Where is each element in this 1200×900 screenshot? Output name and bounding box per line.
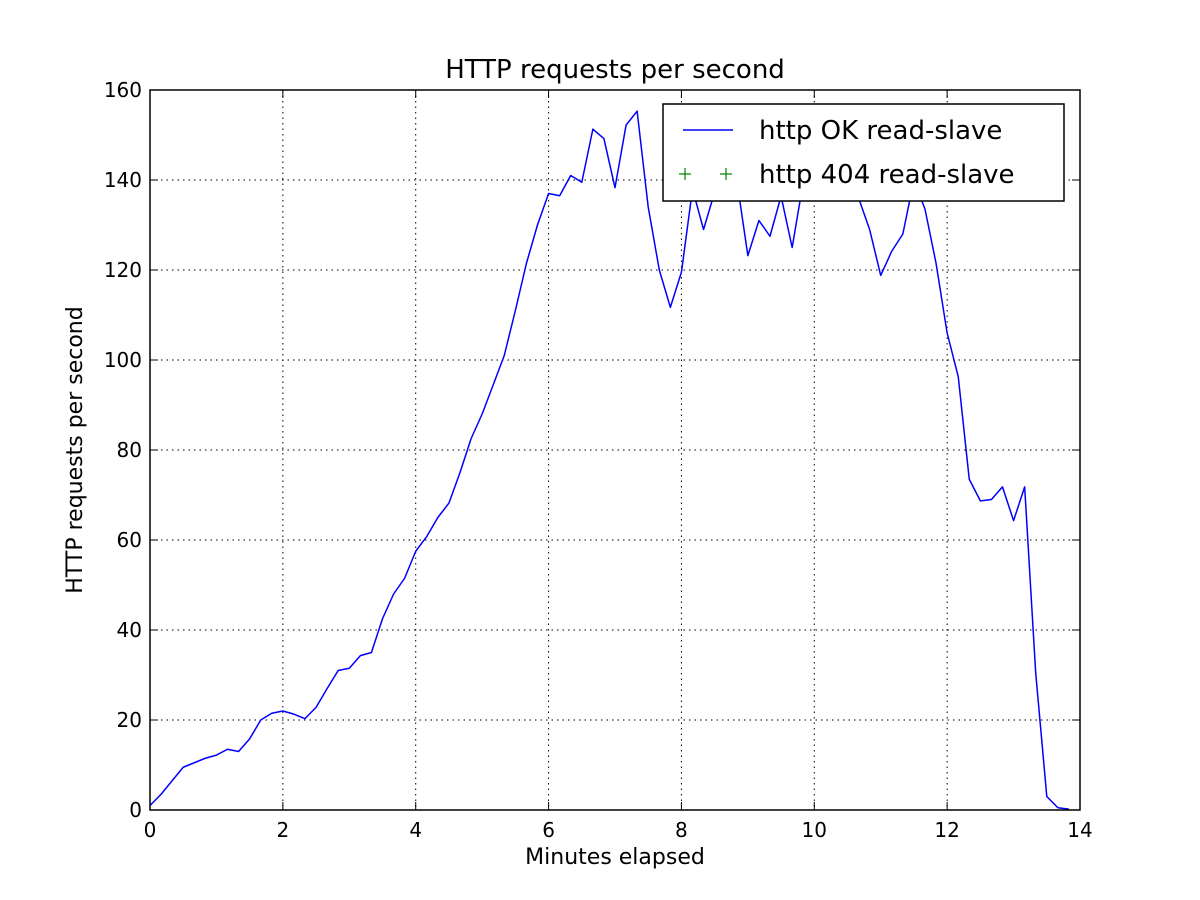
legend-box	[662, 103, 1065, 202]
grid-lines	[150, 90, 1080, 810]
x-tick-label: 0	[144, 818, 157, 842]
x-tick-label: 2	[276, 818, 289, 842]
tick-marks	[149, 89, 1081, 811]
legend-label-http-ok: http OK read-slave	[759, 116, 1002, 146]
x-tick-label: 14	[1067, 818, 1092, 842]
y-tick-label: 100	[104, 348, 142, 372]
x-tick-label: 8	[675, 818, 688, 842]
x-tick-label: 4	[409, 818, 422, 842]
y-tick-label: 80	[117, 438, 142, 462]
y-tick-label: 160	[104, 78, 142, 102]
y-tick-label: 120	[104, 258, 142, 282]
x-tick-label: 10	[802, 818, 827, 842]
legend-swatch-http-404	[679, 168, 732, 180]
y-tick-label: 0	[129, 798, 142, 822]
y-tick-label: 20	[117, 708, 142, 732]
chart-title: HTTP requests per second	[445, 55, 785, 85]
y-axis-label: HTTP requests per second	[63, 306, 88, 593]
y-tick-label: 40	[117, 618, 142, 642]
x-tick-label: 6	[542, 818, 555, 842]
y-tick-label: 60	[117, 528, 142, 552]
y-tick-label: 140	[104, 168, 142, 192]
legend: http OK read-slave http 404 read-slave	[662, 103, 1065, 202]
x-tick-label: 12	[934, 818, 959, 842]
x-axis-label: Minutes elapsed	[525, 845, 705, 870]
legend-label-http-404: http 404 read-slave	[759, 160, 1015, 190]
